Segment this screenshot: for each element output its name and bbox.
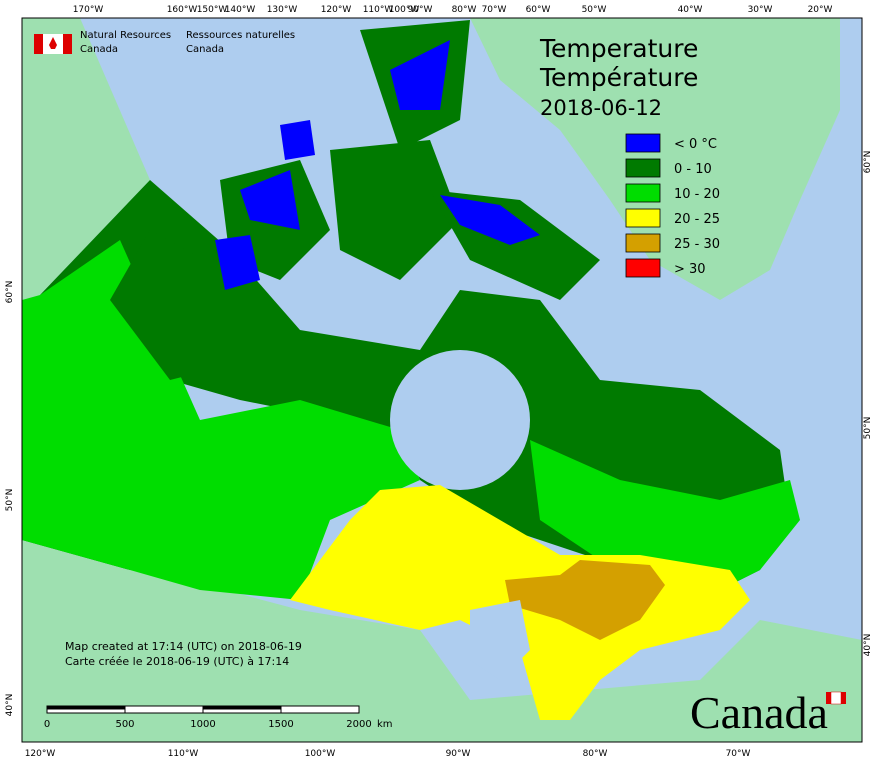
graticule-label: 150°W [197, 5, 228, 15]
header-text: Canada [186, 44, 224, 55]
graticule-label: 120°W [25, 749, 56, 759]
frame [21, 17, 863, 743]
region-0-10-west [110, 230, 250, 380]
graticule-label: 120°W [321, 5, 352, 15]
graticule-label: 90°W [446, 749, 471, 759]
ice [390, 40, 450, 110]
header-text: Natural Resources [80, 30, 171, 41]
hudson-bay [390, 350, 530, 490]
scale-label: 2000 [346, 719, 371, 730]
scale-label: 0 [44, 719, 50, 730]
header-text: Canada [80, 44, 118, 55]
graticule-label: 20°W [808, 5, 833, 15]
flag [34, 34, 72, 54]
graticule-label: 80°W [452, 5, 477, 15]
legend-swatch [625, 133, 661, 153]
footer-text: Map created at 17:14 (UTC) on 2018-06-19 [65, 640, 302, 653]
graticule-label: 40°N [5, 694, 15, 717]
title: Temperature [539, 34, 698, 63]
region-25-30 [505, 560, 665, 640]
alaska [22, 18, 150, 300]
legend-swatch [625, 233, 661, 253]
legend-swatch [625, 258, 661, 278]
usa [22, 540, 862, 742]
region-10-20-east [530, 440, 800, 600]
legend-swatch [625, 208, 661, 228]
ice [440, 195, 540, 245]
legend-label: 10 - 20 [674, 187, 720, 202]
scale-unit: km [377, 719, 393, 730]
graticule-label: 80°W [583, 749, 608, 759]
scale-segment [203, 706, 281, 710]
title: Température [539, 63, 698, 92]
graticule-label: 50°N [5, 489, 15, 512]
header-text: Ressources naturelles [186, 30, 295, 41]
legend-label: 0 - 10 [674, 162, 712, 177]
graticule-label: 140°W [225, 5, 256, 15]
ice [215, 235, 260, 290]
legend-label: < 0 °C [674, 137, 717, 152]
graticule-label: 60°N [5, 281, 15, 304]
great-lakes [470, 600, 530, 680]
graticule-label: 60°W [526, 5, 551, 15]
graticule-label: 50°N [863, 417, 873, 440]
graticule-label: 110°W [168, 749, 199, 759]
scale-label: 1000 [190, 719, 215, 730]
legend-label: 25 - 30 [674, 237, 720, 252]
ice [240, 170, 300, 230]
graticule-label: 170°W [73, 5, 104, 15]
graticule-label: 40°N [863, 634, 873, 657]
graticule-label: 30°W [748, 5, 773, 15]
legend-label: 20 - 25 [674, 212, 720, 227]
footer-text: Carte créée le 2018-06-19 (UTC) à 17:14 [65, 655, 289, 668]
graticule-label: 100°W [305, 749, 336, 759]
graticule-label: 70°W [482, 5, 507, 15]
arctic-island [330, 140, 460, 280]
graticule-label: 110°W [363, 5, 394, 15]
region-10-20 [22, 240, 420, 600]
date: 2018-06-12 [540, 96, 662, 120]
wordmark: Canada [690, 687, 828, 738]
scale-segment [47, 706, 125, 710]
graticule-label: 90°W [408, 5, 433, 15]
legend-swatch [625, 158, 661, 178]
graticule-label: 100°W [389, 5, 420, 15]
scale-label: 1500 [268, 719, 293, 730]
scale-label: 500 [115, 719, 134, 730]
graticule-label: 160°W [167, 5, 198, 15]
graticule-label: 60°N [863, 151, 873, 174]
graticule-label: 70°W [726, 749, 751, 759]
graticule-label: 40°W [678, 5, 703, 15]
legend-label: > 30 [674, 262, 706, 277]
legend-swatch [625, 183, 661, 203]
graticule-label: 130°W [267, 5, 298, 15]
ice [280, 120, 315, 160]
wordmark-flag [826, 691, 846, 705]
graticule-label: 50°W [582, 5, 607, 15]
